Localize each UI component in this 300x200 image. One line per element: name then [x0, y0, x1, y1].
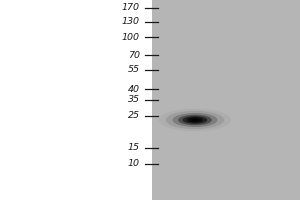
Text: 100: 100: [122, 32, 140, 42]
Text: 25: 25: [128, 112, 140, 120]
Text: 10: 10: [128, 160, 140, 168]
Ellipse shape: [159, 109, 231, 131]
Text: 170: 170: [122, 3, 140, 12]
Text: 55: 55: [128, 66, 140, 74]
Text: 70: 70: [128, 50, 140, 60]
Ellipse shape: [178, 115, 212, 125]
Ellipse shape: [166, 111, 224, 129]
Text: 130: 130: [122, 18, 140, 26]
Ellipse shape: [187, 117, 203, 123]
Text: 35: 35: [128, 96, 140, 104]
Text: 40: 40: [128, 84, 140, 94]
Text: 15: 15: [128, 144, 140, 152]
Ellipse shape: [191, 118, 199, 122]
Bar: [152, 0, 300, 200]
Ellipse shape: [183, 116, 207, 124]
Ellipse shape: [172, 113, 218, 127]
